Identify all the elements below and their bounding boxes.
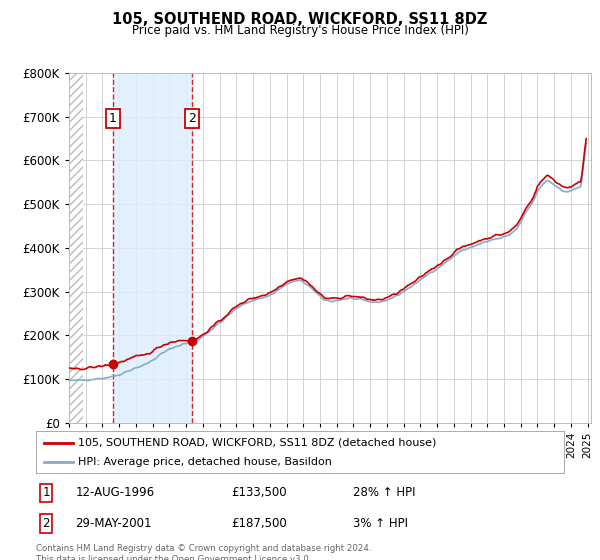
Bar: [69, 73, 83, 423]
Bar: [113, 73, 193, 423]
Text: £187,500: £187,500: [232, 517, 287, 530]
Text: 105, SOUTHEND ROAD, WICKFORD, SS11 8DZ: 105, SOUTHEND ROAD, WICKFORD, SS11 8DZ: [112, 12, 488, 27]
Text: 29-MAY-2001: 29-MAY-2001: [76, 517, 152, 530]
Text: 1: 1: [109, 112, 117, 125]
Text: £133,500: £133,500: [232, 487, 287, 500]
Text: 105, SOUTHEND ROAD, WICKFORD, SS11 8DZ (detached house): 105, SOUTHEND ROAD, WICKFORD, SS11 8DZ (…: [78, 437, 437, 447]
Text: 2: 2: [188, 112, 196, 125]
Text: 28% ↑ HPI: 28% ↑ HPI: [353, 487, 415, 500]
Text: 12-AUG-1996: 12-AUG-1996: [76, 487, 155, 500]
Text: Contains HM Land Registry data © Crown copyright and database right 2024.
This d: Contains HM Land Registry data © Crown c…: [36, 544, 371, 560]
Text: Price paid vs. HM Land Registry's House Price Index (HPI): Price paid vs. HM Land Registry's House …: [131, 24, 469, 37]
Text: HPI: Average price, detached house, Basildon: HPI: Average price, detached house, Basi…: [78, 457, 332, 467]
Text: 1: 1: [43, 487, 50, 500]
Text: 3% ↑ HPI: 3% ↑ HPI: [353, 517, 408, 530]
Text: 2: 2: [43, 517, 50, 530]
